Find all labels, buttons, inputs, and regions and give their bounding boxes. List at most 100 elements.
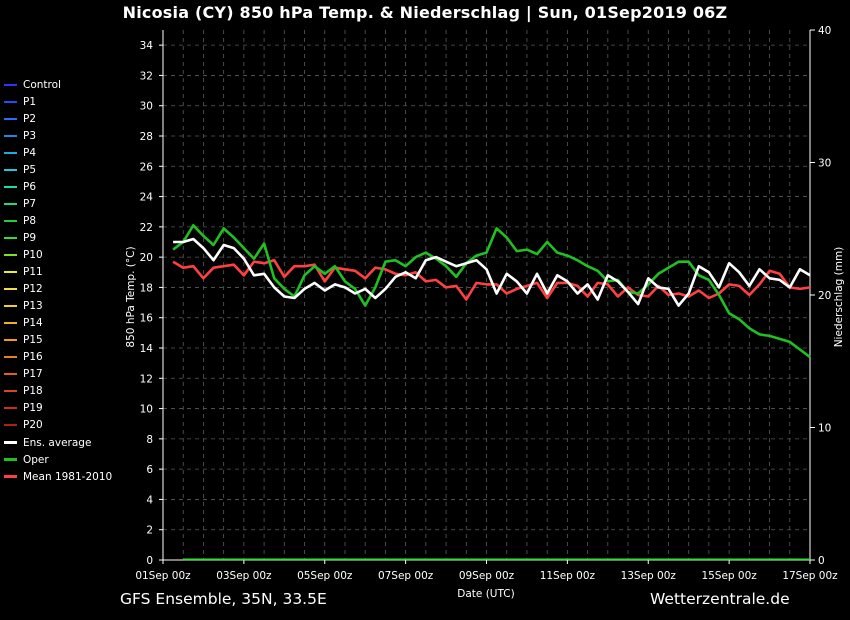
y-tick-label: 6 (146, 464, 153, 476)
legend-label: P17 (23, 368, 43, 381)
y-tick-label: 22 (140, 222, 153, 234)
legend-label: P20 (23, 419, 43, 432)
legend-item: P20 (4, 417, 134, 434)
model-info: GFS Ensemble, 35N, 33.5E (120, 590, 327, 608)
legend-swatch (4, 202, 17, 205)
x-axis-label: Date (UTC) (457, 588, 514, 600)
legend-item: P15 (4, 332, 134, 349)
legend-item: P1 (4, 93, 134, 110)
y-tick-label: 4 (146, 494, 153, 506)
series-line-oper (172, 224, 811, 359)
legend-swatch (4, 100, 17, 103)
y-tick-label: 10 (140, 404, 153, 416)
legend-label: P13 (23, 300, 43, 313)
legend-item: Ens. average (4, 434, 134, 451)
y-tick-label: 32 (140, 70, 153, 82)
legend-label: P11 (23, 266, 43, 279)
legend-swatch (4, 339, 17, 342)
site-name: Wetterzentrale.de (650, 590, 790, 608)
legend-item: P5 (4, 161, 134, 178)
y-tick-label: 20 (140, 252, 153, 264)
x-tick-label: 11Sep 00z (540, 570, 596, 582)
y2-tick-label: 20 (818, 290, 831, 302)
legend-swatch (4, 390, 17, 393)
legend-label: P2 (23, 112, 37, 125)
legend-swatch (4, 253, 17, 256)
legend: Control P1 P2 P3 P4 P5 P6 P7 P8 P9 P10 P11 P12 P13 P14… (4, 76, 134, 485)
legend-label: Oper (23, 453, 49, 466)
legend-item: Control (4, 76, 134, 93)
y2-axis-label: Niederschlag (mm) (833, 247, 845, 348)
legend-label: P7 (23, 197, 37, 210)
y-tick-label: 34 (140, 40, 154, 52)
legend-item: P7 (4, 195, 134, 212)
legend-swatch (4, 441, 17, 444)
legend-label: Mean 1981-2010 (23, 470, 113, 483)
legend-swatch (4, 356, 17, 359)
legend-swatch (4, 424, 17, 427)
legend-label: P9 (23, 231, 37, 244)
legend-label: P10 (23, 248, 43, 261)
legend-swatch (4, 407, 17, 410)
legend-swatch (4, 185, 17, 188)
legend-swatch (4, 219, 17, 222)
legend-item: P13 (4, 298, 134, 315)
y-axis-label: 850 hPa Temp. (°C) (125, 246, 137, 347)
y-tick-label: 2 (146, 525, 153, 537)
legend-swatch (4, 322, 17, 325)
legend-label: P12 (23, 283, 43, 296)
legend-item: P3 (4, 127, 134, 144)
x-tick-label: 13Sep 00z (621, 570, 677, 582)
legend-label: P1 (23, 95, 37, 108)
legend-swatch (4, 305, 17, 308)
y-tick-label: 12 (140, 373, 153, 385)
y2-tick-label: 30 (818, 158, 831, 170)
legend-swatch (4, 373, 17, 376)
legend-label: P5 (23, 163, 37, 176)
legend-label: P4 (23, 146, 37, 159)
y-tick-label: 8 (146, 434, 153, 446)
x-tick-label: 03Sep 00z (216, 570, 272, 582)
x-tick-label: 15Sep 00z (701, 570, 757, 582)
legend-item: P12 (4, 281, 134, 298)
y2-tick-label: 0 (818, 555, 825, 567)
y-tick-label: 14 (140, 343, 154, 355)
legend-swatch (4, 83, 17, 86)
legend-item: P16 (4, 349, 134, 366)
legend-item: P17 (4, 366, 134, 383)
legend-item: P9 (4, 229, 134, 246)
legend-item: Oper (4, 451, 134, 468)
legend-item: P6 (4, 178, 134, 195)
legend-label: P15 (23, 334, 43, 347)
legend-swatch (4, 168, 17, 171)
legend-item: P10 (4, 246, 134, 263)
legend-item: P8 (4, 212, 134, 229)
legend-item: P2 (4, 110, 134, 127)
legend-swatch (4, 236, 17, 239)
legend-item: Mean 1981-2010 (4, 468, 134, 485)
legend-label: P19 (23, 402, 43, 415)
legend-label: P6 (23, 180, 37, 193)
y-tick-label: 16 (140, 313, 154, 325)
x-tick-label: 07Sep 00z (378, 570, 434, 582)
y-tick-label: 0 (146, 555, 153, 567)
legend-swatch (4, 288, 17, 291)
legend-label: P16 (23, 351, 43, 364)
grid (163, 30, 810, 561)
x-tick-label: 17Sep 00z (782, 570, 838, 582)
y2-tick-label: 10 (818, 423, 831, 435)
legend-swatch (4, 117, 17, 120)
legend-label: P18 (23, 385, 43, 398)
legend-swatch (4, 458, 17, 462)
series-lines (172, 224, 811, 359)
legend-item: P18 (4, 383, 134, 400)
legend-label: P3 (23, 129, 37, 142)
legend-item: P19 (4, 400, 134, 417)
chart-title: Nicosia (CY) 850 hPa Temp. & Niederschla… (122, 3, 728, 22)
legend-swatch (4, 134, 17, 137)
legend-swatch (4, 151, 17, 154)
y-tick-label: 28 (140, 131, 153, 143)
legend-swatch (4, 271, 17, 274)
legend-label: P14 (23, 317, 43, 330)
